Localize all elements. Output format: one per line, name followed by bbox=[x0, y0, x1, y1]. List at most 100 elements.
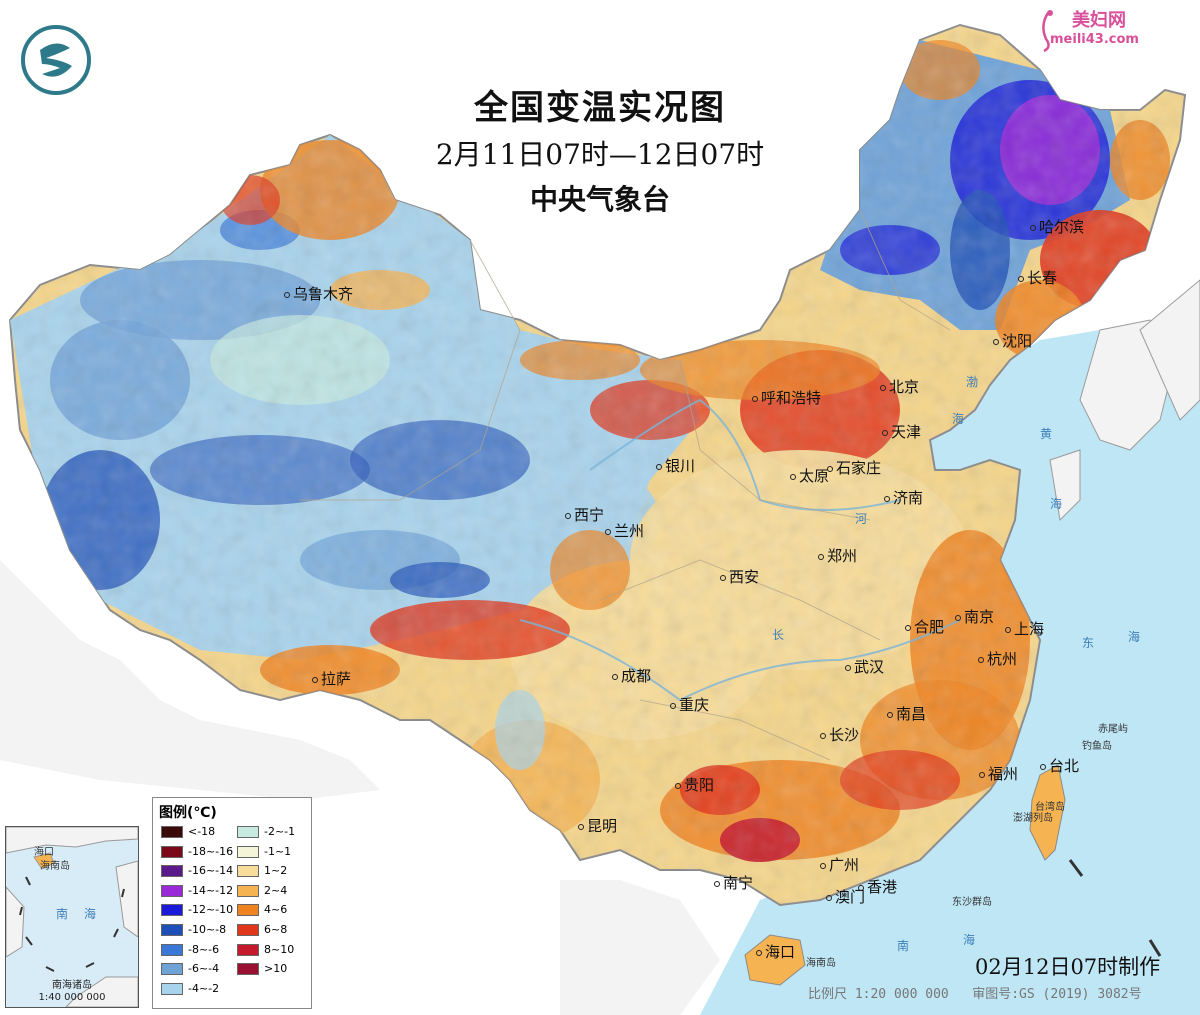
city-label-urumqi: 乌鲁木齐 bbox=[284, 283, 353, 304]
city-label-nanning: 南宁 bbox=[714, 872, 753, 893]
legend-label: -16~-14 bbox=[188, 864, 234, 878]
legend-label: -6~-4 bbox=[188, 962, 220, 976]
legend-swatch bbox=[237, 826, 259, 838]
legend-swatch bbox=[161, 943, 183, 956]
legend-label: -1~1 bbox=[264, 844, 292, 858]
city-label-shenyang: 沈阳 bbox=[993, 330, 1032, 351]
made-time: 02月12日07时制作 bbox=[975, 955, 1161, 979]
label-taiwan-island: 台湾岛 bbox=[1035, 802, 1065, 813]
city-label-taipei: 台北 bbox=[1040, 755, 1079, 776]
city-label-guiyang: 贵阳 bbox=[675, 774, 714, 795]
city-label-zhengzhou: 郑州 bbox=[818, 545, 857, 566]
legend-swatch bbox=[237, 845, 259, 858]
legend-item: -6~-4 bbox=[161, 962, 219, 976]
city-label-wuhan: 武汉 bbox=[845, 656, 884, 677]
city-label-haikou: 海口 bbox=[756, 941, 795, 962]
map-subtitle: 2月11日07时—12日07时 bbox=[435, 138, 765, 171]
legend-swatch bbox=[161, 826, 183, 838]
city-label-hongkong: 香港 bbox=[858, 876, 897, 897]
sea-label-huang: 黄 bbox=[1040, 427, 1053, 441]
legend-swatch bbox=[237, 924, 259, 936]
sea-label-nan-hai: 海 bbox=[963, 933, 976, 947]
legend-label: 6~8 bbox=[264, 923, 288, 936]
legend-label: 1~2 bbox=[264, 864, 288, 878]
map-title: 全国变温实况图 bbox=[474, 88, 726, 128]
legend-item: 2~4 bbox=[237, 884, 287, 898]
legend-item: 6~8 bbox=[237, 923, 287, 937]
legend-swatch bbox=[237, 904, 259, 917]
footer-info: 比例尺 1:20 000 000 审图号:GS (2019) 3082号 bbox=[808, 983, 1142, 1002]
legend-label: -8~-6 bbox=[188, 942, 220, 956]
legend-item: 8~10 bbox=[237, 943, 294, 957]
legend-item: -1~1 bbox=[237, 845, 291, 859]
city-label-beijing: 北京 bbox=[880, 376, 919, 397]
city-label-changsha: 长沙 bbox=[820, 724, 859, 745]
legend-item: -4~-2 bbox=[161, 982, 219, 996]
city-label-hangzhou: 杭州 bbox=[978, 648, 1017, 669]
legend-swatch bbox=[161, 884, 183, 897]
legend-item: <-18 bbox=[161, 825, 215, 839]
label-dongsha: 东沙群岛 bbox=[952, 897, 992, 908]
legend-item: -18~-16 bbox=[161, 845, 233, 859]
legend-title: 图例(℃) bbox=[159, 805, 217, 821]
city-label-tianjin: 天津 bbox=[882, 421, 921, 442]
legend-swatch bbox=[161, 904, 183, 917]
legend-label: 2~4 bbox=[264, 883, 288, 897]
footer-scale: 比例尺 1:20 000 000 bbox=[808, 987, 949, 1002]
city-label-shijiazhuang: 石家庄 bbox=[827, 457, 881, 478]
sea-label-bo: 渤 bbox=[966, 375, 979, 389]
city-label-taiyuan: 太原 bbox=[790, 465, 829, 486]
legend-item: -12~-10 bbox=[161, 903, 233, 917]
legend-item: -2~-1 bbox=[237, 825, 295, 839]
sea-label-nan: 南 bbox=[897, 939, 910, 953]
city-label-fuzhou: 福州 bbox=[979, 763, 1018, 784]
legend-item: -10~-8 bbox=[161, 923, 226, 937]
city-label-harbin: 哈尔滨 bbox=[1030, 216, 1084, 237]
legend-swatch bbox=[237, 884, 259, 897]
legend-swatch bbox=[237, 963, 259, 976]
legend-label: -2~-1 bbox=[264, 825, 296, 838]
watermark-url: meili43.com bbox=[1050, 32, 1139, 47]
legend-item: -8~-6 bbox=[161, 943, 219, 957]
legend: 图例(℃) <-18 -18~-16 -16~-14 -14~-12 -12~-10 -1… bbox=[152, 797, 312, 1009]
city-label-hefei: 合肥 bbox=[905, 616, 944, 637]
legend-swatch bbox=[161, 963, 183, 976]
cma-logo bbox=[21, 25, 91, 95]
legend-item: -16~-14 bbox=[161, 864, 233, 878]
city-label-shanghai: 上海 bbox=[1005, 618, 1044, 639]
label-hainan-island: 海南岛 bbox=[806, 958, 836, 969]
agency-name: 中央气象台 bbox=[529, 183, 670, 216]
city-label-macau: 澳门 bbox=[826, 886, 865, 907]
legend-label: -10~-8 bbox=[188, 923, 227, 936]
city-label-nanjing: 南京 bbox=[955, 606, 994, 627]
legend-item: 4~6 bbox=[237, 903, 287, 917]
inset-map bbox=[6, 827, 138, 1007]
inset-title: 南海诸岛 bbox=[52, 980, 92, 991]
legend-swatch bbox=[237, 865, 259, 878]
legend-label: 4~6 bbox=[264, 903, 288, 917]
city-label-chengdu: 成都 bbox=[612, 665, 651, 686]
legend-label: 8~10 bbox=[264, 942, 295, 956]
label-penghu: 澎湖列岛 bbox=[1013, 813, 1053, 824]
sea-label-huang-hai: 海 bbox=[1050, 497, 1063, 511]
legend-label: -4~-2 bbox=[188, 981, 220, 995]
label-chiweiyu: 赤尾屿 bbox=[1098, 724, 1128, 735]
footer-review-no: 审图号:GS (2019) 3082号 bbox=[972, 987, 1142, 1002]
sea-label-dong: 东 bbox=[1082, 636, 1095, 650]
city-label-xian: 西安 bbox=[720, 566, 759, 587]
city-label-jinan: 济南 bbox=[884, 487, 923, 508]
city-label-yinchuan: 银川 bbox=[656, 455, 695, 476]
city-label-changchun: 长春 bbox=[1018, 267, 1057, 288]
river-label-chang: 长 bbox=[772, 628, 785, 642]
city-label-xining: 西宁 bbox=[565, 504, 604, 525]
inset-scale: 1:40 000 000 bbox=[38, 992, 106, 1003]
city-label-nanchang: 南昌 bbox=[887, 703, 926, 724]
inset-label-hai: 海 bbox=[84, 907, 97, 921]
city-label-lhasa: 拉萨 bbox=[312, 668, 351, 689]
site-watermark-logo bbox=[1042, 10, 1053, 53]
legend-swatch bbox=[161, 982, 183, 995]
city-label-kunming: 昆明 bbox=[578, 815, 617, 836]
legend-label: >10 bbox=[264, 962, 288, 976]
legend-swatch bbox=[161, 924, 183, 936]
